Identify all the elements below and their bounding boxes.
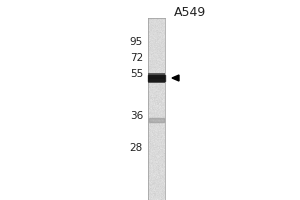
- Bar: [148, 18, 165, 200]
- Text: 28: 28: [130, 143, 143, 153]
- Text: A549: A549: [174, 5, 206, 19]
- Text: 55: 55: [130, 69, 143, 79]
- Text: 36: 36: [130, 111, 143, 121]
- Text: 72: 72: [130, 53, 143, 63]
- Polygon shape: [172, 75, 179, 81]
- Text: 95: 95: [130, 37, 143, 47]
